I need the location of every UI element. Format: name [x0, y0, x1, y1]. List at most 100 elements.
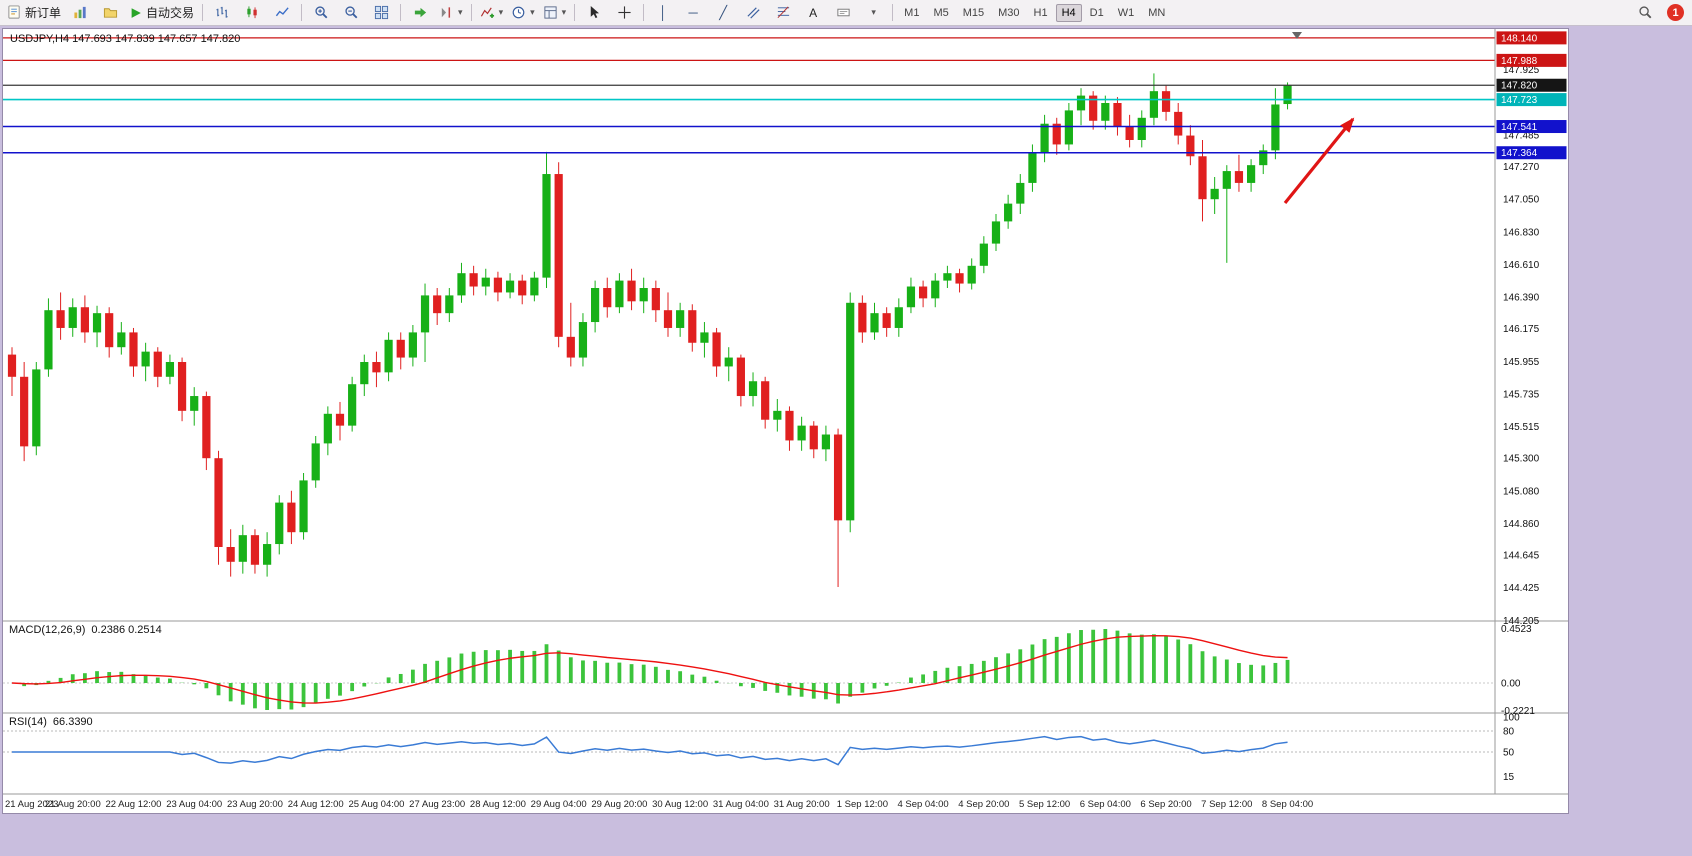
zoom-out-button[interactable]	[337, 2, 365, 24]
trendline-tool-button[interactable]: ╱	[709, 2, 737, 24]
svg-text:145.515: 145.515	[1503, 422, 1540, 433]
svg-text:147.270: 147.270	[1503, 162, 1540, 173]
horizontal-line-tool-button[interactable]: ─	[679, 2, 707, 24]
tab-timeframe-m5[interactable]: M5	[933, 6, 949, 19]
auto-scroll-button[interactable]	[406, 2, 434, 24]
price-badge	[1496, 78, 1567, 92]
svg-text:27 Aug 23:00: 27 Aug 23:00	[409, 799, 465, 810]
svg-text:144.425: 144.425	[1503, 583, 1540, 594]
svg-text:148.140: 148.140	[1501, 33, 1538, 44]
label-tool-button[interactable]	[829, 2, 857, 24]
notification-badge[interactable]: 1	[1667, 4, 1684, 21]
tab-timeframe-w1[interactable]: W1	[1117, 6, 1135, 19]
svg-text:145.300: 145.300	[1503, 454, 1540, 465]
toolbar-separator	[643, 4, 645, 21]
svg-text:25 Aug 04:00: 25 Aug 04:00	[348, 799, 404, 810]
chart-window[interactable]: 147.925 147.485 147.270 147.050 146.830 146.6…	[2, 28, 1569, 814]
price-axis[interactable]: 147.925 147.485 147.270 147.050 146.830 146.6…	[1496, 31, 1567, 783]
arrows-tool-button[interactable]: ▾	[859, 2, 887, 24]
fibonacci-tool-button[interactable]	[769, 2, 797, 24]
cursor-icon	[590, 5, 599, 19]
tile-windows-button[interactable]	[367, 2, 395, 24]
macd-signal-line	[11, 635, 1288, 704]
candlestick-icon	[246, 6, 257, 19]
macd-name: MACD(12,26,9)	[9, 624, 86, 636]
new-chart-icon	[73, 6, 86, 19]
search-icon	[1638, 6, 1651, 19]
zoom-in-icon	[314, 6, 327, 19]
svg-text:145.955: 145.955	[1503, 357, 1540, 368]
tab-timeframe-d1[interactable]: D1	[1089, 6, 1104, 19]
svg-text:-0.2221: -0.2221	[1501, 706, 1535, 717]
chart-canvas[interactable]: 147.925 147.485 147.270 147.050 146.830 146.6…	[3, 29, 1568, 813]
vertical-line-tool-button[interactable]: │	[649, 2, 677, 24]
text-tool-button[interactable]: A	[799, 2, 827, 24]
cursor-tool-button[interactable]	[580, 2, 608, 24]
periods-button[interactable]: ▾	[508, 2, 538, 24]
horizontal-lines	[3, 37, 1495, 154]
new-order-button[interactable]: 新订单	[4, 2, 64, 24]
autotrading-button[interactable]: 自动交易	[126, 2, 197, 24]
chevron-down-icon: ▾	[530, 7, 535, 17]
svg-text:80: 80	[1503, 727, 1515, 738]
profiles-button[interactable]	[96, 2, 124, 24]
channel-tool-button[interactable]	[739, 2, 767, 24]
svg-text:100: 100	[1503, 713, 1520, 724]
chevron-down-icon: ▾	[498, 7, 504, 17]
templates-button[interactable]: ▾	[540, 2, 570, 24]
svg-text:4 Sep 04:00: 4 Sep 04:00	[897, 799, 948, 810]
toolbar-separator	[202, 4, 204, 21]
chart-shift-button[interactable]: ▾	[436, 2, 466, 24]
tab-timeframe-m1[interactable]: M1	[904, 6, 920, 19]
zoom-in-button[interactable]	[307, 2, 335, 24]
rsi-name: RSI(14)	[9, 716, 47, 728]
profile-folder-icon	[103, 8, 117, 18]
svg-text:144.645: 144.645	[1503, 551, 1540, 562]
svg-text:15: 15	[1503, 772, 1515, 783]
chart-shift-marker[interactable]	[1292, 32, 1302, 39]
svg-text:28 Aug 12:00: 28 Aug 12:00	[470, 799, 526, 810]
chevron-down-icon: ▾	[458, 7, 463, 17]
autotrading-play-icon	[131, 7, 141, 18]
tab-timeframe-h4[interactable]: H4	[1055, 3, 1082, 22]
autotrading-label: 自动交易	[146, 6, 195, 20]
chart-title: USDJPY,H4 147.693 147.839 147.657 147.82…	[10, 33, 241, 45]
bar-chart-mode-button[interactable]	[208, 2, 236, 24]
toolbar-separator	[574, 4, 576, 21]
svg-text:147.485: 147.485	[1503, 130, 1540, 141]
svg-text:146.175: 146.175	[1503, 324, 1540, 335]
text-label-icon	[837, 8, 850, 17]
candlestick-mode-button[interactable]	[238, 2, 266, 24]
candlesticks	[7, 73, 1292, 587]
price-badge	[1496, 93, 1567, 107]
svg-text:30 Aug 12:00: 30 Aug 12:00	[652, 799, 708, 810]
line-chart-icon	[275, 7, 289, 17]
tab-timeframe-h1[interactable]: H1	[1033, 6, 1048, 19]
bar-chart-icon	[216, 6, 228, 18]
template-icon	[544, 6, 557, 19]
svg-text:23 Aug 04:00: 23 Aug 04:00	[166, 799, 222, 810]
svg-text:147.364: 147.364	[1501, 148, 1538, 159]
svg-text:147.050: 147.050	[1503, 195, 1540, 206]
zoom-out-icon	[344, 6, 357, 19]
svg-text:146.390: 146.390	[1503, 292, 1540, 303]
tab-timeframe-mn[interactable]: MN	[1148, 6, 1166, 19]
tab-timeframe-m30[interactable]: M30	[998, 6, 1020, 19]
line-chart-mode-button[interactable]	[268, 2, 296, 24]
svg-text:21 Aug 2023: 21 Aug 2023	[5, 799, 58, 810]
trendline-icon: ╱	[719, 5, 728, 20]
svg-text:147.723: 147.723	[1501, 95, 1538, 106]
horizontal-line-icon: ─	[688, 5, 698, 20]
tile-windows-icon	[374, 5, 388, 20]
crosshair-tool-button[interactable]	[610, 2, 638, 24]
svg-text:6 Sep 04:00: 6 Sep 04:00	[1080, 799, 1131, 810]
search-button[interactable]	[1631, 2, 1659, 24]
rsi-indicator-label: RSI(14) 66.3390	[9, 716, 93, 728]
new-chart-button[interactable]	[66, 2, 94, 24]
new-order-icon	[8, 5, 20, 19]
toolbar-separator	[400, 4, 402, 21]
tab-timeframe-m15[interactable]: M15	[962, 6, 985, 19]
indicators-button[interactable]: ▾	[477, 2, 507, 24]
price-badge	[1496, 31, 1567, 45]
